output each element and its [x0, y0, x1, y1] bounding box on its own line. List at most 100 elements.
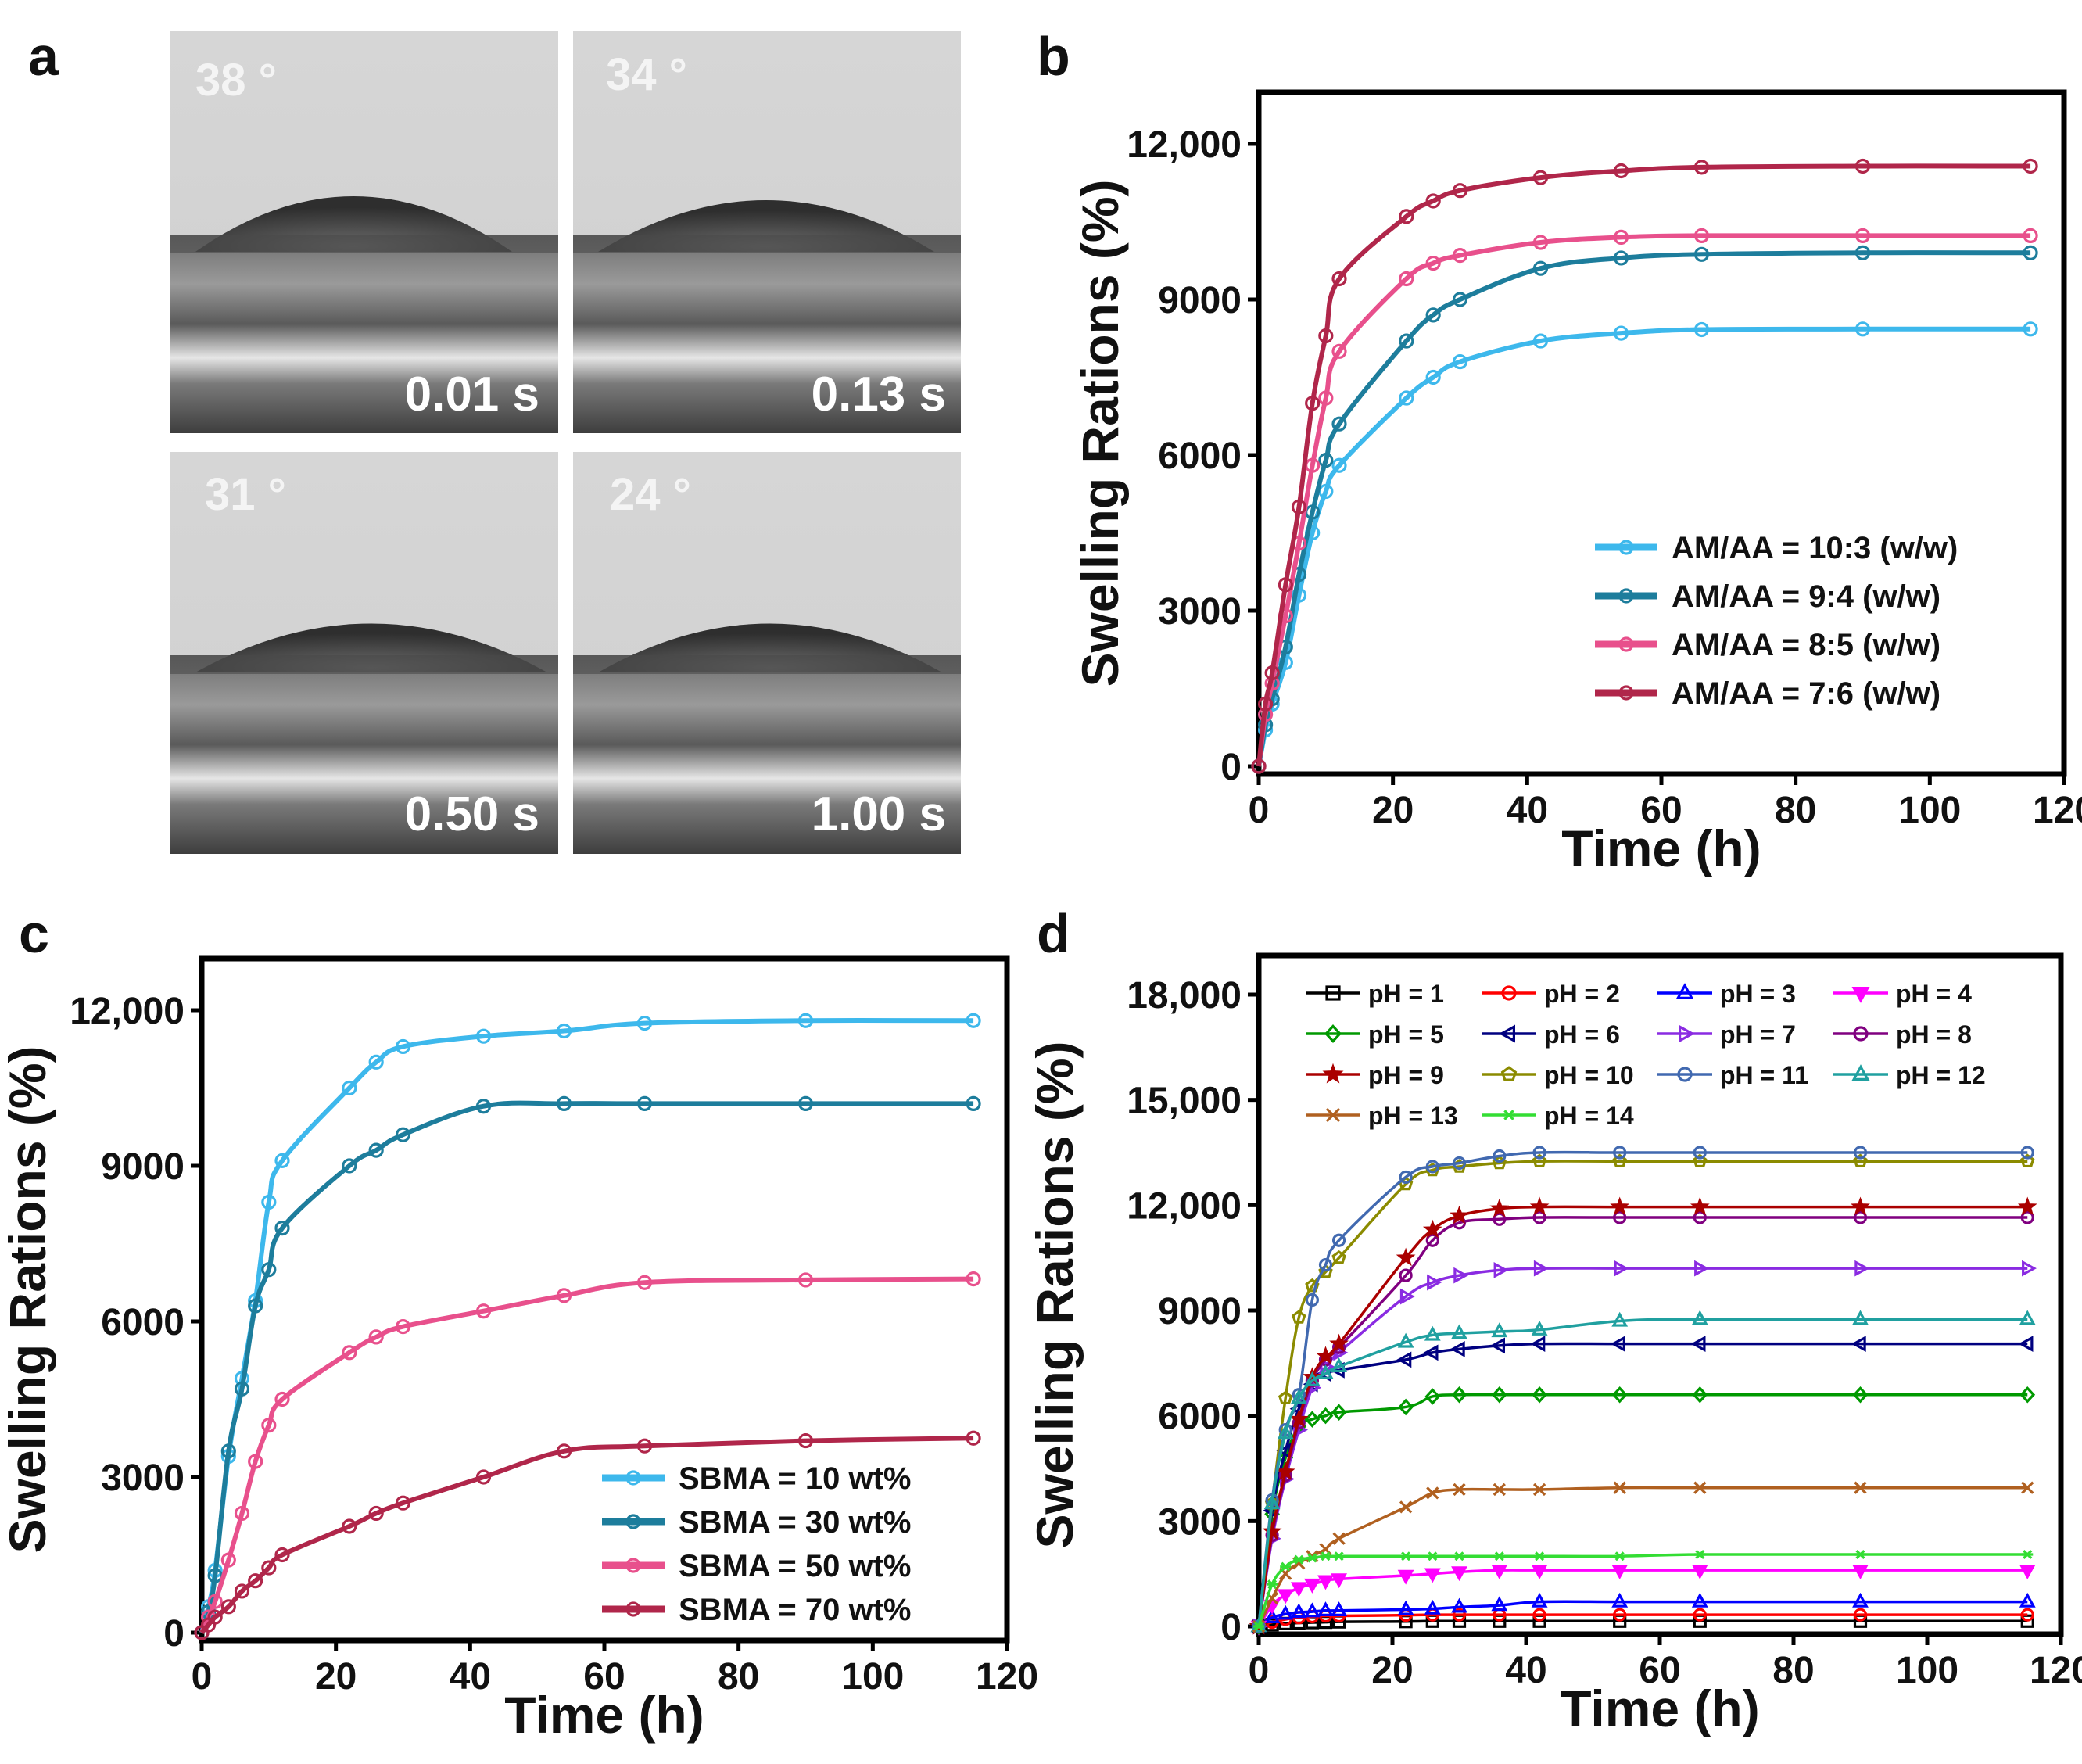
data-point	[1318, 328, 1334, 344]
series-ph-3	[1250, 1592, 2036, 1633]
data-point	[1677, 1067, 1693, 1082]
data-point	[1277, 1424, 1294, 1440]
data-point	[1451, 1386, 1467, 1404]
data-point	[1303, 1578, 1321, 1594]
x-tick-label: 0	[192, 1656, 213, 1698]
data-point	[1303, 1371, 1321, 1386]
data-point	[274, 1547, 290, 1563]
data-point	[1399, 1500, 1413, 1514]
data-point	[1251, 758, 1267, 774]
contact-angle-frame-2: 34 ° 0.13 s	[573, 31, 961, 433]
data-point	[1452, 248, 1468, 264]
data-point	[1854, 245, 1871, 260]
data-point	[1293, 1554, 1305, 1565]
data-point	[1534, 1551, 1546, 1561]
plot-frame	[1256, 89, 2067, 777]
data-point	[1399, 1170, 1413, 1185]
data-point	[342, 1158, 357, 1174]
data-point	[1331, 1250, 1346, 1264]
data-point	[1693, 321, 1710, 338]
data-point	[1532, 333, 1549, 349]
data-point	[1694, 1260, 1710, 1277]
data-point	[636, 1095, 653, 1112]
series-line	[1257, 1318, 2028, 1627]
data-point	[1278, 1390, 1293, 1405]
y-tick-label: 6000	[1158, 1396, 1242, 1438]
y-axis-label: Swelling Rations (%)	[1071, 179, 1129, 687]
legend-label: SBMA = 50 wt%	[679, 1549, 911, 1583]
data-point	[1292, 1310, 1306, 1324]
data-point	[1290, 1603, 1307, 1619]
data-point	[1453, 1483, 1466, 1497]
data-point	[1610, 1336, 1625, 1353]
data-point	[1425, 1160, 1439, 1174]
data-point	[797, 1095, 814, 1112]
data-point	[261, 1262, 277, 1278]
x-axis-label: Time (h)	[1561, 819, 1761, 877]
data-point	[1399, 1268, 1413, 1282]
data-point	[1305, 396, 1321, 411]
data-point	[1613, 250, 1629, 266]
time-stamp: 1.00 s	[812, 787, 946, 841]
legend-label: SBMA = 30 wt%	[679, 1505, 911, 1540]
data-point	[556, 1288, 572, 1303]
data-point	[2023, 321, 2038, 337]
data-point	[1854, 1549, 1866, 1560]
data-point	[1305, 1293, 1320, 1307]
series-ph-9	[1249, 1196, 2037, 1635]
x-tick-label: 80	[1775, 790, 1816, 831]
data-point	[1854, 321, 1871, 337]
data-point	[1530, 1336, 1546, 1353]
data-point	[1693, 1608, 1707, 1622]
data-point	[1317, 1407, 1334, 1425]
data-point	[625, 1514, 641, 1529]
series-line	[1256, 326, 2031, 767]
data-point	[274, 1153, 290, 1168]
legend-label: pH = 14	[1544, 1102, 1634, 1130]
data-point	[1614, 1260, 1629, 1277]
data-point	[1331, 343, 1347, 359]
y-tick-label: 3000	[1158, 1501, 1242, 1543]
data-point	[1611, 1311, 1629, 1327]
legend-label: pH = 1	[1368, 980, 1444, 1008]
data-point	[1316, 1346, 1335, 1364]
data-point	[368, 1142, 384, 1158]
data-point	[1611, 1386, 1628, 1404]
data-point	[1399, 390, 1414, 406]
data-point	[1614, 1551, 1625, 1561]
data-point	[556, 1095, 572, 1112]
data-point	[1452, 354, 1468, 370]
x-axis-label: Time (h)	[504, 1686, 704, 1744]
series-line	[1257, 1393, 2028, 1627]
data-point	[625, 1470, 641, 1486]
data-point	[2019, 1564, 2036, 1579]
legend-label: AM/AA = 7:6 (w/w)	[1672, 676, 1940, 711]
data-point	[1331, 1573, 1348, 1589]
data-point	[1853, 1026, 1869, 1042]
data-point	[1427, 1551, 1439, 1561]
data-point	[1331, 1357, 1348, 1373]
data-point	[248, 1298, 263, 1314]
series-ph-12	[1250, 1310, 2036, 1633]
data-point	[1493, 1261, 1509, 1278]
data-point	[342, 1518, 357, 1534]
data-point	[2023, 228, 2038, 244]
data-point	[1278, 577, 1293, 593]
data-point	[966, 1013, 981, 1028]
x-tick-label: 120	[976, 1656, 1038, 1698]
data-point	[1425, 307, 1441, 323]
data-point	[1854, 1260, 1870, 1277]
data-point	[2023, 158, 2038, 174]
data-point	[1450, 1340, 1465, 1357]
data-point	[1854, 228, 1871, 244]
data-point	[1618, 540, 1634, 555]
data-point	[966, 1095, 981, 1112]
data-point	[2023, 245, 2038, 260]
x-tick-label: 60	[1639, 1650, 1680, 1691]
chart-b: 0 20 40 60 80 100 120 0 3000 6000 9000 12,000 Time (…	[1071, 89, 2082, 877]
y-tick-label: 3000	[101, 1457, 185, 1499]
x-tick-label: 20	[1372, 790, 1414, 831]
contact-angle-frame-4: 24 ° 1.00 s	[573, 452, 961, 854]
data-point	[1452, 1156, 1467, 1171]
legend-label: pH = 13	[1368, 1102, 1458, 1130]
